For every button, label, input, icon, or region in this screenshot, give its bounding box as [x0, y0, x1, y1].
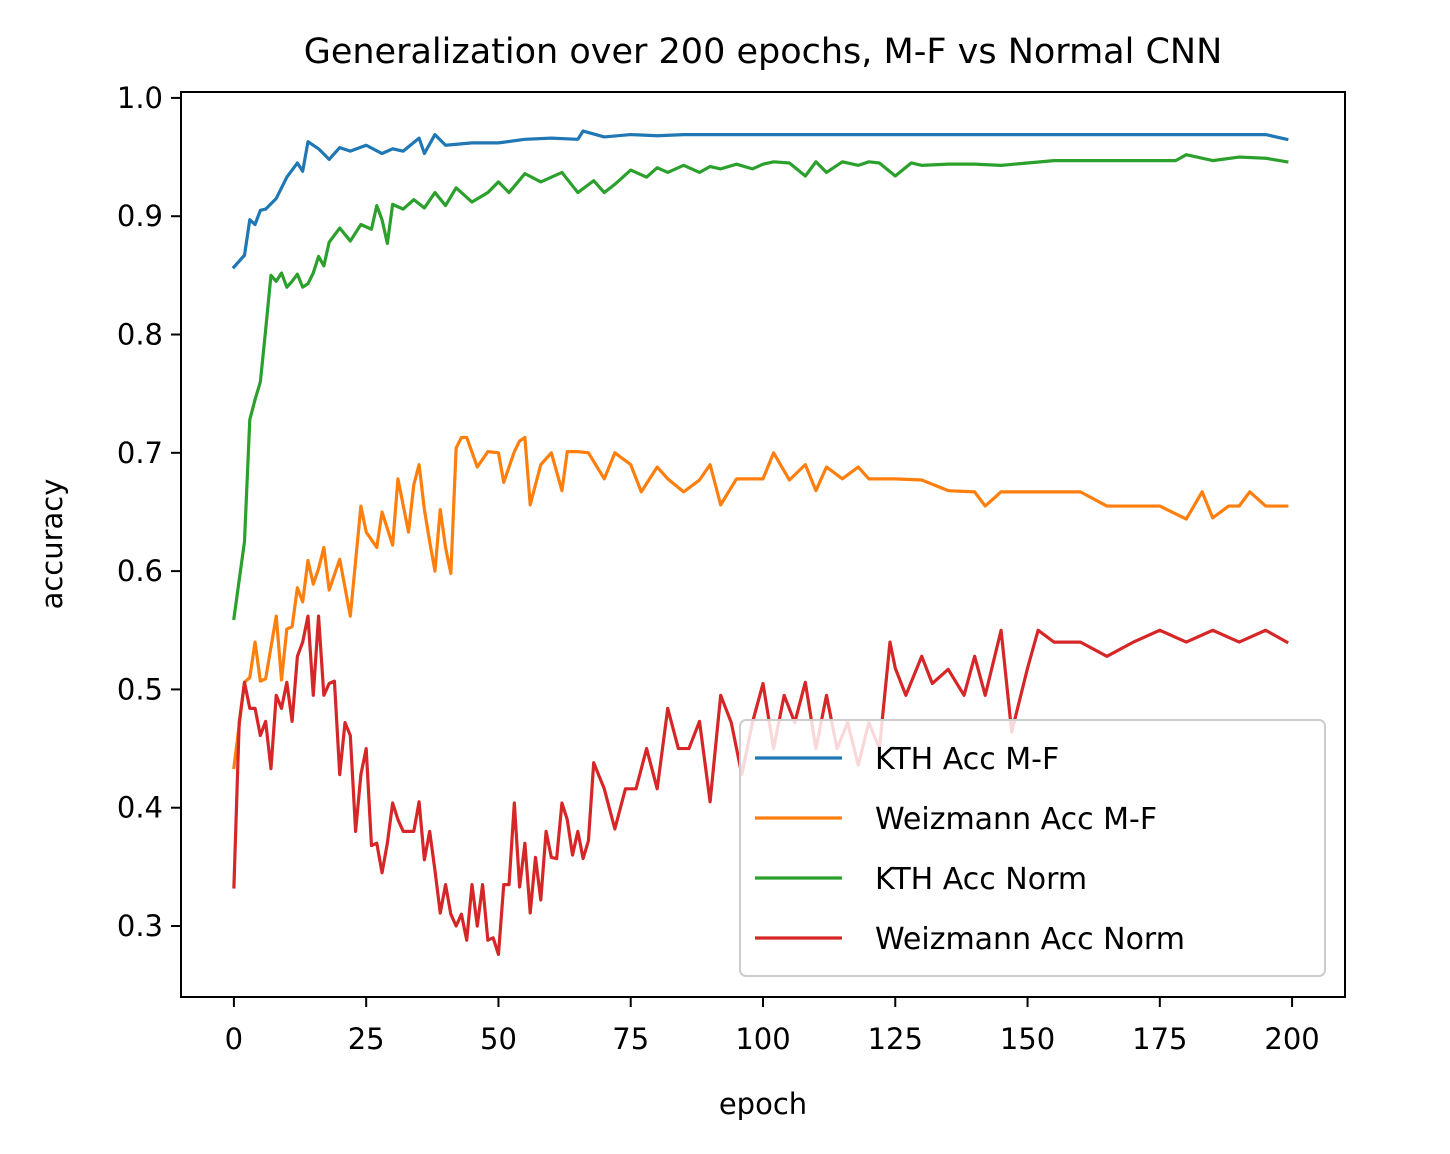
x-tick-label: 200 — [1264, 1022, 1319, 1056]
x-axis: 0 25 50 75 100 125 150 175 200 — [225, 997, 1320, 1056]
series-line-1 — [231, 129, 1289, 270]
series-line-4 — [232, 614, 1289, 957]
x-tick-label: 150 — [1000, 1022, 1055, 1056]
chart-title: Generalization over 200 epochs, M-F vs N… — [304, 32, 1223, 72]
x-tick-label: 0 — [225, 1022, 243, 1056]
y-tick-label: 0.7 — [117, 436, 163, 470]
x-tick-label: 175 — [1132, 1022, 1187, 1056]
legend: KTH Acc M-F Weizmann Acc M-F KTH Acc Norm W… — [739, 719, 1326, 977]
plot-lines — [231, 129, 1289, 957]
x-tick-label: 125 — [868, 1022, 923, 1056]
legend-label: Weizmann Acc Norm — [875, 922, 1185, 957]
series-line-3 — [232, 153, 1289, 621]
x-tick-label: 25 — [348, 1022, 385, 1056]
y-tick-label: 0.3 — [117, 909, 163, 943]
x-axis-title: epoch — [719, 1087, 807, 1121]
legend-box — [739, 719, 1326, 977]
legend-label: KTH Acc Norm — [875, 862, 1087, 897]
legend-label: KTH Acc M-F — [875, 742, 1059, 777]
y-axis-title: accuracy — [35, 479, 69, 610]
x-tick-label: 75 — [612, 1022, 649, 1056]
y-tick-label: 0.9 — [117, 199, 163, 233]
y-tick-label: 0.6 — [117, 554, 163, 588]
series-line-2 — [232, 435, 1289, 770]
y-tick-label: 1.0 — [117, 81, 163, 115]
y-tick-label: 0.8 — [117, 318, 163, 352]
x-tick-label: 100 — [735, 1022, 790, 1056]
y-tick-label: 0.4 — [117, 791, 163, 825]
legend-label: Weizmann Acc M-F — [875, 802, 1157, 837]
y-axis: 0.3 0.4 0.5 0.6 0.7 0.8 0.9 1.0 — [117, 81, 181, 943]
y-tick-label: 0.5 — [117, 672, 163, 706]
x-tick-label: 50 — [480, 1022, 517, 1056]
